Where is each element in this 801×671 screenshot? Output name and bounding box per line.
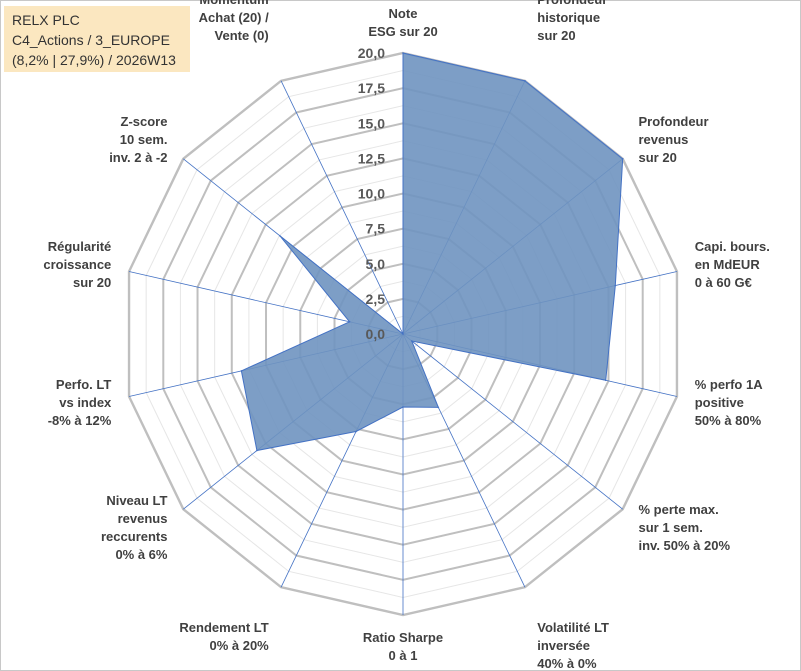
title-category: C4_Actions / 3_EUROPE bbox=[12, 32, 170, 48]
title-stats: (8,2% | 27,9%) / 2026W13 bbox=[12, 52, 176, 68]
axis-label: Profondeurhistoriquesur 20 bbox=[537, 0, 607, 43]
tick-label: 12,5 bbox=[358, 150, 385, 166]
axis-label: Capi. bours. en MdEUR 0 à 60 G€ bbox=[695, 239, 770, 290]
axis-label: Z-score 10 sem. inv. 2 à -2 bbox=[109, 114, 167, 165]
axis-spoke bbox=[280, 80, 404, 335]
data-point bbox=[355, 430, 357, 433]
data-point bbox=[604, 379, 607, 382]
tick-label: 20,0 bbox=[358, 45, 385, 61]
tick-label: 17,5 bbox=[358, 80, 385, 96]
axis-label: Volatilité LT inversée 40% à 0% bbox=[537, 620, 609, 671]
axis-label: Note ESG sur 20 bbox=[368, 6, 437, 39]
data-point bbox=[348, 321, 351, 323]
axis-label: Niveau LT revenus reccurents 0% à 6% bbox=[101, 493, 168, 562]
axis-label: Ratio Sharpe 0 à 1 bbox=[363, 630, 443, 663]
data-point bbox=[256, 449, 258, 452]
data-point bbox=[279, 235, 281, 237]
axis-label: Profondeur revenus sur 20 bbox=[639, 114, 709, 165]
tick-label: 10,0 bbox=[358, 186, 385, 202]
tick-label: 0,0 bbox=[366, 326, 386, 342]
tick-label: 5,0 bbox=[366, 256, 386, 272]
axis-label: Perfo. LT vs index -8% à 12% bbox=[48, 377, 112, 428]
data-point bbox=[240, 370, 243, 372]
tick-label: 15,0 bbox=[358, 115, 385, 131]
axis-label: Régularité croissance sur 20 bbox=[43, 239, 111, 290]
tick-label: 2,5 bbox=[366, 291, 386, 307]
data-point bbox=[402, 52, 404, 54]
axis-label: % perte max. sur 1 sem. inv. 50% à 20% bbox=[639, 502, 731, 553]
axis-label: % perfo 1A positive 50% à 80% bbox=[695, 377, 764, 428]
data-point bbox=[614, 284, 617, 287]
data-point bbox=[402, 333, 404, 335]
data-point bbox=[524, 80, 526, 82]
title-company: RELX PLC bbox=[12, 12, 80, 28]
data-point bbox=[410, 340, 413, 342]
axis-label: MomentumAchat (20) /Vente (0) bbox=[199, 0, 269, 43]
axis-spoke bbox=[402, 333, 623, 510]
tick-label: 7,5 bbox=[366, 221, 386, 237]
data-point bbox=[402, 406, 404, 408]
chart-title-box: RELX PLC C4_Actions / 3_EUROPE (8,2% | 2… bbox=[4, 6, 190, 72]
data-point bbox=[437, 406, 440, 409]
data-point bbox=[621, 157, 624, 160]
axis-label: Rendement LT 0% à 20% bbox=[179, 620, 269, 653]
